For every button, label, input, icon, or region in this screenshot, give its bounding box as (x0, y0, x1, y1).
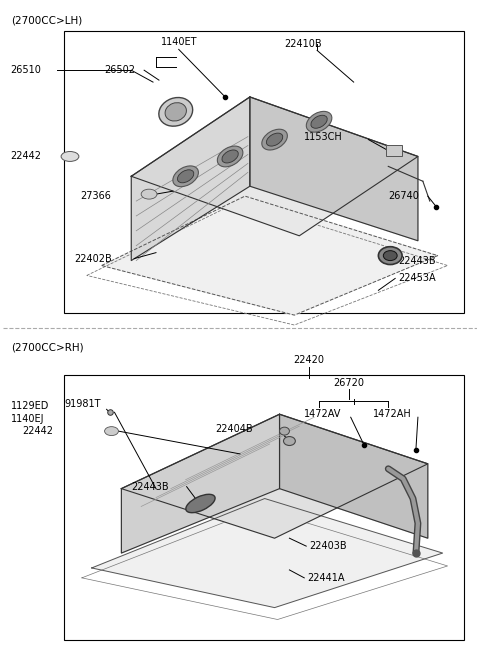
Ellipse shape (311, 115, 327, 128)
Polygon shape (92, 498, 443, 608)
Text: 22443B: 22443B (398, 255, 436, 265)
Ellipse shape (173, 166, 198, 187)
Text: 1140ET: 1140ET (160, 37, 197, 47)
Polygon shape (121, 414, 428, 538)
Bar (64, 31, 464, 313)
Text: 22453A: 22453A (398, 273, 436, 284)
Text: 27366: 27366 (80, 191, 111, 201)
Bar (64, 375, 464, 641)
Ellipse shape (159, 98, 192, 126)
Text: 22443B: 22443B (131, 481, 169, 492)
Ellipse shape (284, 437, 295, 445)
Polygon shape (279, 414, 428, 538)
Text: 1472AH: 1472AH (373, 409, 412, 419)
Ellipse shape (61, 151, 79, 161)
Ellipse shape (141, 189, 157, 199)
Ellipse shape (262, 129, 288, 150)
Text: 1153CH: 1153CH (304, 132, 343, 141)
Text: 22402B: 22402B (74, 253, 112, 263)
Ellipse shape (105, 426, 119, 436)
Text: 22410B: 22410B (285, 39, 322, 49)
Text: 26502: 26502 (105, 66, 135, 75)
Ellipse shape (186, 495, 215, 513)
Polygon shape (131, 97, 250, 261)
Text: 26740: 26740 (388, 191, 419, 201)
Ellipse shape (266, 133, 283, 146)
Polygon shape (102, 196, 438, 315)
Ellipse shape (178, 170, 194, 183)
Ellipse shape (217, 146, 243, 167)
Bar (386, 145, 402, 157)
Text: 26720: 26720 (333, 377, 364, 388)
Text: 26510: 26510 (11, 66, 42, 75)
Text: 22442: 22442 (11, 151, 42, 162)
Polygon shape (131, 97, 418, 236)
Text: 22420: 22420 (294, 355, 324, 365)
Text: 22442: 22442 (23, 426, 54, 436)
Text: 22404B: 22404B (216, 424, 253, 434)
Ellipse shape (165, 103, 186, 121)
Ellipse shape (222, 150, 238, 163)
Ellipse shape (378, 247, 402, 265)
Text: 1140EJ: 1140EJ (11, 414, 44, 424)
Ellipse shape (306, 111, 332, 132)
Text: 22441A: 22441A (307, 573, 345, 583)
Ellipse shape (279, 427, 289, 435)
Text: (2700CC>LH): (2700CC>LH) (11, 16, 82, 26)
Text: 91981T: 91981T (64, 400, 101, 409)
Text: 1129ED: 1129ED (11, 402, 49, 411)
Ellipse shape (384, 251, 397, 261)
Polygon shape (250, 97, 418, 241)
Text: 22403B: 22403B (309, 541, 347, 551)
Polygon shape (121, 414, 279, 553)
Text: 1472AV: 1472AV (304, 409, 342, 419)
Text: (2700CC>RH): (2700CC>RH) (11, 343, 84, 353)
